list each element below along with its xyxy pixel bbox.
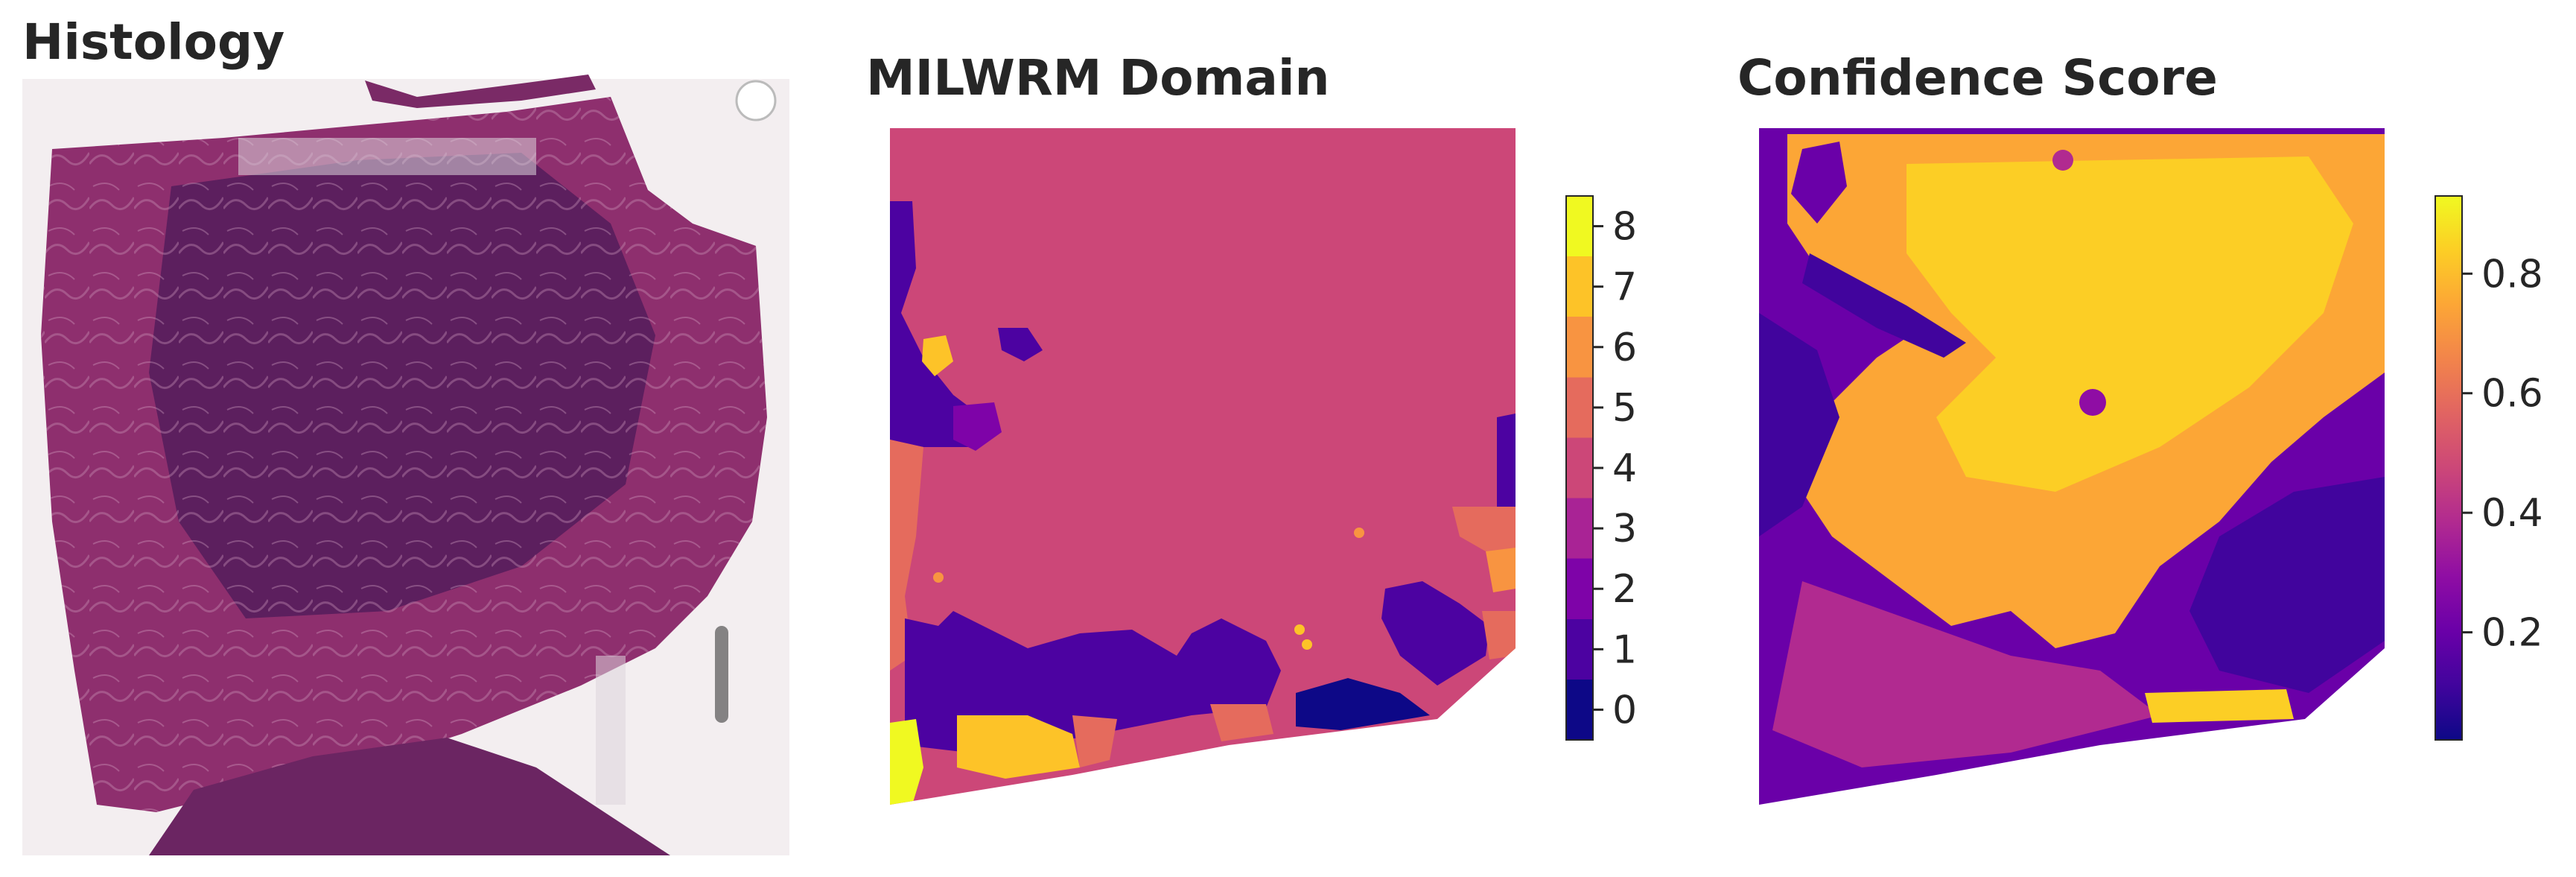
domain-1-left-edge — [890, 201, 983, 447]
domain-colorbar-tick-label: 6 — [1612, 326, 1637, 370]
milwrm-domain-map — [890, 128, 1516, 805]
confidence-colorbar-tick-label: 0.6 — [2481, 372, 2543, 417]
domain-colorbar-tick-label: 1 — [1612, 627, 1637, 672]
domain-7-dot — [1294, 624, 1305, 635]
domain-5-right — [1452, 507, 1516, 551]
domain-0-bottom — [1296, 678, 1430, 730]
tissue-fragment-top — [365, 75, 596, 108]
fiducial-spots-right — [596, 656, 626, 805]
low-confidence-left — [1759, 313, 1839, 536]
domain-colorbar: 0 1 2 3 4 5 6 7 8 — [1565, 195, 1637, 741]
domain-colorbar-ticks: 0 1 2 3 4 5 6 7 8 — [1593, 205, 1637, 732]
confidence-colorbar-tick-label: 0.2 — [2481, 611, 2543, 656]
domain-1-right — [1381, 581, 1489, 686]
domain-colorbar-tick-label: 7 — [1612, 265, 1637, 310]
domain-2-patch — [953, 402, 1002, 451]
low-confidence-spot — [2052, 150, 2073, 171]
confidence-colorbar-ticks: 0.2 0.4 0.6 0.8 — [2462, 252, 2543, 656]
tissue-fragment-bottom — [149, 738, 670, 855]
confidence-colorbar-tick-label: 0.8 — [2481, 252, 2543, 297]
low-confidence-top-left — [1791, 142, 1847, 224]
confidence-colorbar-tick-label: 0.4 — [2481, 491, 2543, 536]
confidence-colorbar: 0.2 0.4 0.6 0.8 — [2435, 195, 2543, 741]
domain-5-bottom-mid — [1210, 704, 1273, 741]
slide-artifact-circle — [735, 80, 777, 121]
confidence-score-title: Confidence Score — [1737, 49, 2218, 107]
domain-8-corner — [890, 719, 923, 805]
domain-colorbar-tick-label: 0 — [1612, 688, 1637, 732]
domain-6-right — [1486, 548, 1516, 592]
histology-title: Histology — [22, 13, 285, 71]
mid-confidence-bottom — [1772, 581, 2160, 767]
confidence-colorbar-frame — [2435, 195, 2463, 741]
domain-colorbar-tick-label: 8 — [1612, 205, 1637, 250]
domain-1-small-patch — [998, 328, 1043, 361]
low-confidence-bottom-right — [2189, 477, 2385, 693]
domain-5-right-low — [1482, 611, 1516, 659]
fiducial-spots-top — [238, 138, 536, 175]
domain-1-right-edge — [1497, 414, 1516, 507]
domain-colorbar-tick-label: 2 — [1612, 567, 1637, 612]
domain-7-bottom — [957, 715, 1080, 779]
domain-colorbar-tick-label: 4 — [1612, 446, 1637, 491]
slide-artifact-smudge — [715, 626, 728, 723]
peak-confidence-region — [1906, 156, 2353, 492]
confidence-colorbar-bar — [2435, 196, 2462, 740]
domain-6-dot — [1354, 528, 1364, 538]
domain-7-patch — [922, 335, 953, 376]
confidence-score-map — [1759, 128, 2385, 805]
domain-6-dot — [933, 572, 944, 583]
domain-colorbar-tick-label: 5 — [1612, 386, 1637, 431]
domain-7-dot — [1302, 639, 1312, 650]
histology-image — [22, 75, 789, 855]
domain-colorbar-bar — [1566, 196, 1593, 740]
domain-5-bottom-left — [1072, 715, 1117, 767]
milwrm-domain-title: MILWRM Domain — [866, 49, 1330, 107]
tissue-fibers — [41, 97, 767, 812]
low-confidence-diagonal — [1802, 253, 1966, 358]
domain-colorbar-tick-label: 3 — [1612, 507, 1637, 551]
high-confidence-bottom-strip — [2145, 689, 2294, 723]
domain-5-left-strip — [890, 440, 923, 671]
low-confidence-spot — [2079, 389, 2106, 416]
